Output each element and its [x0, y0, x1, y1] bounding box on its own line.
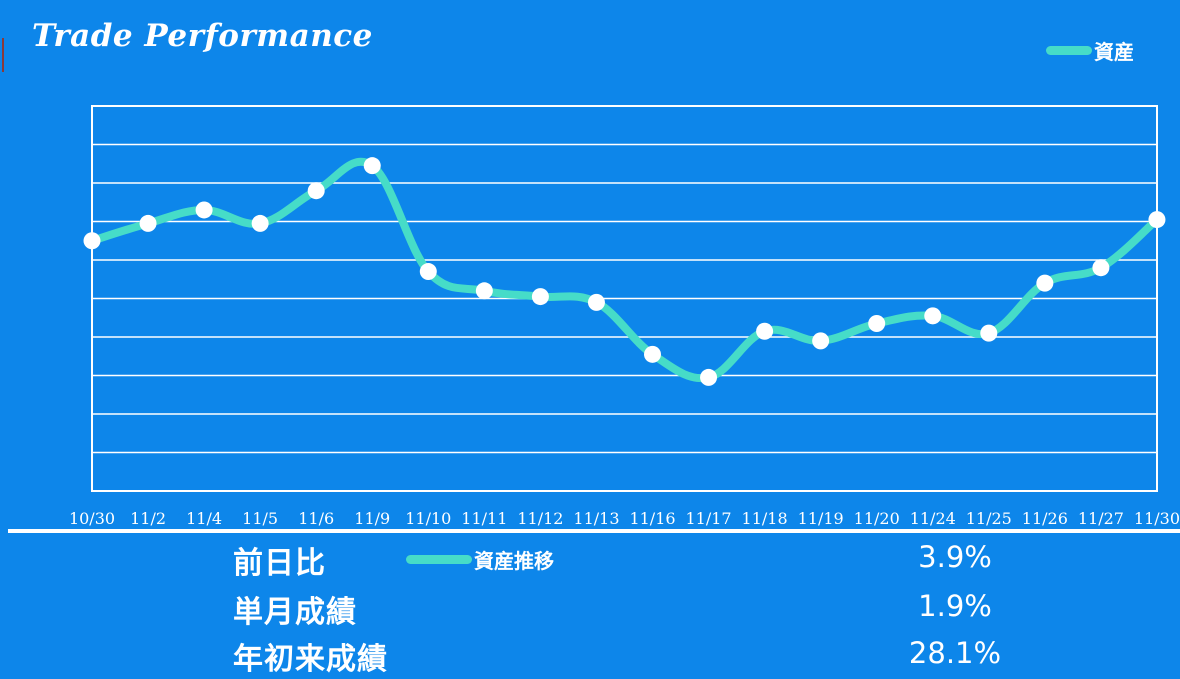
- x-tick-label: 11/12: [517, 509, 563, 528]
- data-point-11/20: [868, 315, 886, 333]
- x-tick-labels: 10/30 11/2 11/4 11/5 11/6 11/9 11/10 11/11 11/12…: [69, 509, 1180, 528]
- x-tick-label: 11/19: [798, 509, 844, 528]
- legend: 資産: [1046, 36, 1134, 65]
- stat-value-daily: 3.9%: [918, 540, 992, 574]
- stat-value-ytd: 28.1%: [908, 636, 1002, 670]
- legend-swatch: [1046, 46, 1092, 55]
- data-point-11/9: [363, 157, 381, 175]
- edge-mark: [2, 38, 4, 72]
- legend-trend-label: 資産推移: [474, 549, 554, 573]
- data-point-10/30: [83, 232, 101, 250]
- legend-swatch-trend: [406, 555, 472, 564]
- stat-row-monthly: 単月成績 1.9%: [0, 587, 1180, 630]
- legend-series-trend: 資産推移: [406, 545, 554, 574]
- x-tick-label: 11/20: [854, 509, 900, 528]
- x-tick-label: 11/4: [186, 509, 222, 528]
- data-point-11/24: [924, 307, 942, 325]
- data-point-11/11: [475, 282, 493, 300]
- data-point-11/13: [587, 293, 605, 311]
- data-points: [83, 157, 1166, 386]
- legend-label: 資産: [1094, 40, 1134, 64]
- line-chart: 10/30 11/2 11/4 11/5 11/6 11/9 11/10 11/11 11/12…: [69, 105, 1180, 528]
- x-tick-label: 10/30: [69, 509, 115, 528]
- stat-label-monthly: 単月成績: [233, 595, 357, 630]
- x-tick-label: 11/11: [461, 509, 507, 528]
- stat-label-daily: 前日比: [233, 546, 326, 581]
- x-tick-label: 11/10: [405, 509, 451, 528]
- data-point-11/4: [195, 201, 213, 219]
- chart-title: Trade Performance: [32, 18, 373, 54]
- data-point-11/27: [1092, 259, 1110, 277]
- stat-row-daily: 前日比 3.9%: [0, 538, 1180, 581]
- x-tick-label: 11/16: [629, 509, 675, 528]
- x-tick-label: 11/6: [298, 509, 334, 528]
- x-tick-label: 11/13: [573, 509, 619, 528]
- data-point-11/12: [531, 288, 549, 306]
- data-point-11/10: [419, 263, 437, 281]
- data-point-11/25: [980, 324, 998, 342]
- x-tick-label: 11/2: [130, 509, 166, 528]
- stat-value-monthly: 1.9%: [918, 589, 992, 623]
- data-point-11/5: [251, 214, 269, 232]
- data-point-11/2: [139, 214, 157, 232]
- data-point-11/26: [1036, 274, 1054, 292]
- x-tick-label: 11/17: [685, 509, 731, 528]
- data-point-11/18: [756, 322, 774, 340]
- data-point-11/6: [307, 182, 325, 200]
- x-tick-label: 11/26: [1022, 509, 1068, 528]
- x-tick-label: 11/25: [966, 509, 1012, 528]
- x-tick-label: 11/30: [1134, 509, 1180, 528]
- stat-label-ytd: 年初来成績: [233, 642, 388, 677]
- data-point-11/16: [644, 345, 661, 363]
- x-tick-label: 11/18: [742, 509, 788, 528]
- stat-row-ytd: 年初来成績 28.1%: [0, 634, 1180, 677]
- series-line-資産: [88, 157, 1161, 383]
- data-point-11/19: [812, 332, 830, 350]
- x-tick-label: 11/5: [242, 509, 278, 528]
- x-tick-label: 11/24: [910, 509, 956, 528]
- divider: [8, 529, 1180, 533]
- grid: [91, 105, 1158, 492]
- data-point-11/30: [1148, 211, 1166, 229]
- x-tick-label: 11/9: [354, 509, 390, 528]
- x-tick-label: 11/27: [1078, 509, 1124, 528]
- data-point-11/17: [700, 368, 718, 386]
